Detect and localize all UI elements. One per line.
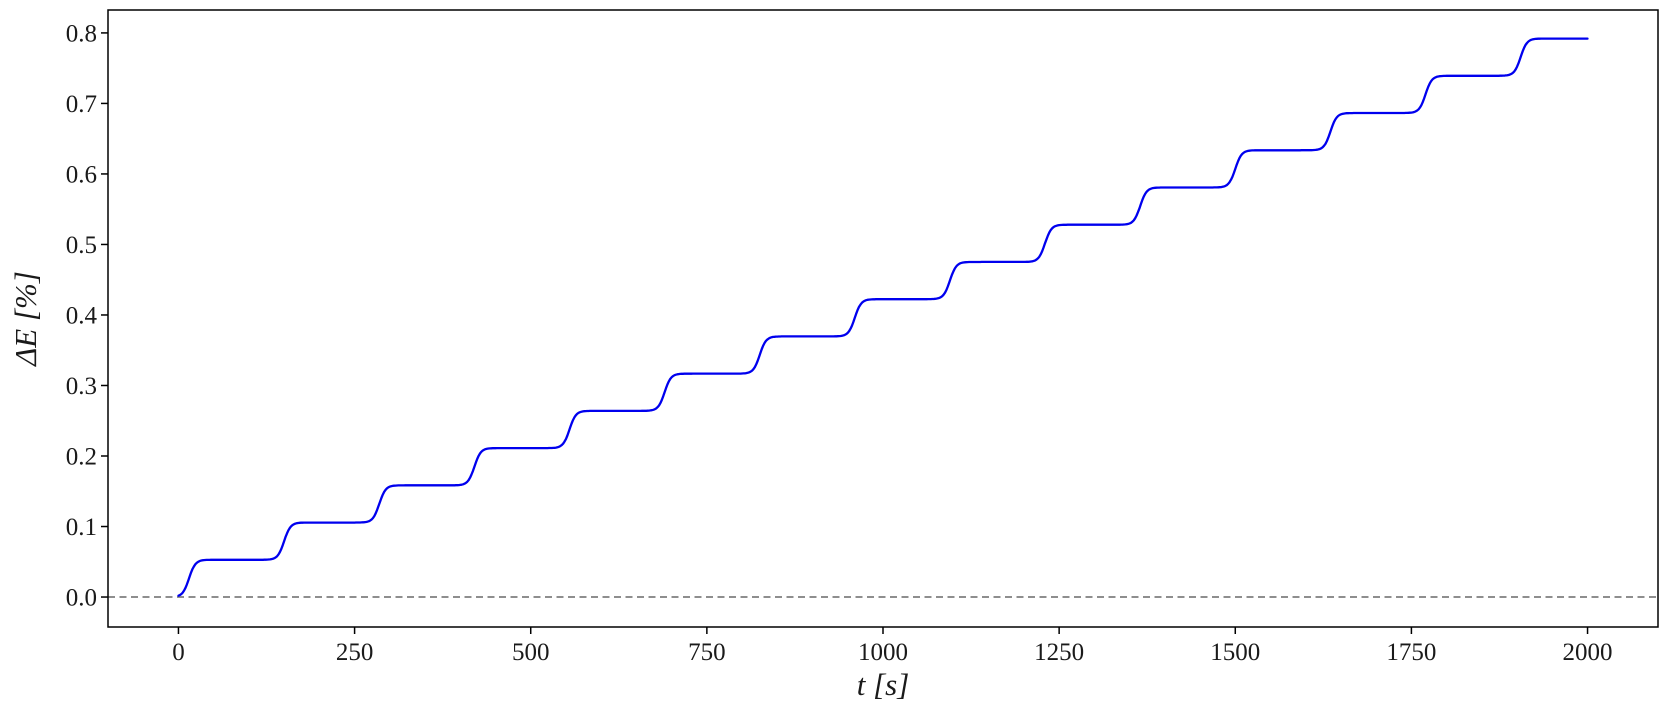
x-tick-label: 1000 (858, 639, 908, 666)
x-tick-label: 1750 (1386, 639, 1436, 666)
y-tick-label: 0.2 (66, 444, 97, 471)
y-tick-label: 0.0 (66, 585, 97, 612)
x-tick-label: 250 (336, 639, 374, 666)
x-tick-label: 2000 (1563, 639, 1613, 666)
x-tick-label: 0 (172, 639, 185, 666)
y-tick-label: 0.6 (66, 161, 97, 188)
data-series-line (177, 37, 1589, 597)
y-tick-label: 0.1 (66, 514, 97, 541)
plot-border (107, 9, 1659, 628)
x-tick-label: 500 (512, 639, 550, 666)
x-tick-label: 1250 (1034, 639, 1084, 666)
y-tick-label: 0.5 (66, 232, 97, 259)
y-tick-label: 0.8 (66, 20, 97, 47)
y-tick-label: 0.4 (66, 302, 98, 329)
x-tick-label: 1500 (1210, 639, 1260, 666)
y-tick-label: 0.3 (66, 373, 97, 400)
x-tick-label: 750 (688, 639, 726, 666)
y-tick-label: 0.7 (66, 91, 97, 118)
plot-area: 0 250 500 750 1000 1250 1500 1750 2000 0.0 0.1 0.2 0… (66, 9, 1659, 666)
y-axis-label: ΔE [%] (8, 271, 43, 368)
x-axis-label: t [s] (857, 667, 910, 702)
